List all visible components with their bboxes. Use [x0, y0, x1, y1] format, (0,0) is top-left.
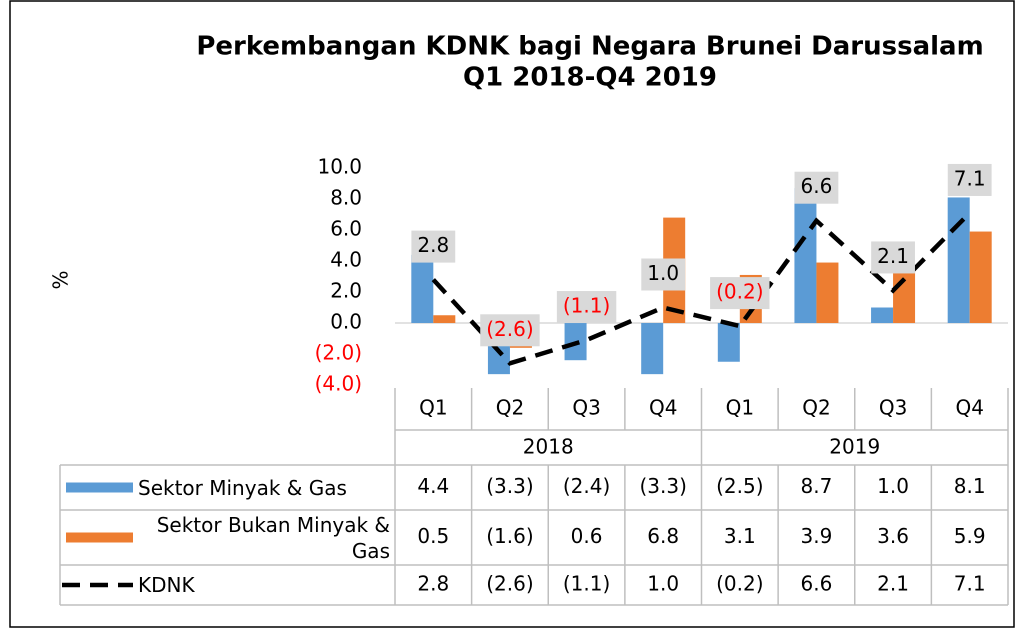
data-label-box [871, 241, 915, 274]
data-label-box [411, 230, 456, 263]
y-tick-label: 10.0 [317, 155, 362, 179]
line [431, 211, 972, 366]
legend-key [66, 482, 133, 493]
table-value: (3.3) [639, 474, 686, 498]
table-value: 7.1 [954, 572, 986, 596]
bar [893, 267, 916, 323]
data-label: 1.0 [647, 261, 679, 285]
table-value: 1.0 [877, 474, 909, 498]
table-value: 4.4 [417, 474, 449, 498]
legend-label-box: Sektor Minyak & Gas [138, 475, 347, 500]
bar [411, 254, 434, 323]
bar [947, 197, 970, 323]
chart-border [9, 0, 1015, 628]
data-label: 2.8 [417, 233, 449, 257]
bar [433, 315, 456, 323]
x-tick-label: Q1 [419, 396, 447, 420]
legend-label: Sektor Minyak & Gas [138, 475, 347, 500]
y-tick-label: 6.0 [330, 217, 362, 241]
y-tick-label: (2.0) [315, 341, 362, 365]
bar [717, 323, 740, 362]
table-value: (2.4) [563, 474, 610, 498]
x-tick-label: Q2 [802, 396, 830, 420]
table-value: 3.1 [724, 524, 756, 548]
chart-title: Perkembangan KDNK bagi Negara Brunei Dar… [196, 32, 983, 62]
table-value: 2.1 [877, 572, 909, 596]
data-label-box [641, 258, 686, 291]
y-tick-label: 0.0 [330, 310, 362, 334]
table-value: 6.6 [801, 572, 833, 596]
data-label-box [556, 291, 617, 324]
table-value: (0.2) [716, 572, 763, 596]
year-label: 2018 [523, 435, 574, 459]
data-label: 6.6 [801, 174, 833, 198]
bar [969, 231, 992, 323]
table-value: 8.1 [954, 474, 986, 498]
bar [794, 188, 817, 323]
y-axis-label: % [49, 270, 73, 289]
data-label: (2.6) [486, 317, 533, 341]
bar [816, 262, 839, 323]
legend-label-box: Sektor Bukan Minyak & Gas [156, 512, 390, 563]
table-value: (1.6) [486, 524, 533, 548]
x-tick-label: Q1 [726, 396, 754, 420]
table-value: 6.8 [647, 524, 679, 548]
legend-label: KDNK [138, 573, 195, 597]
year-label: 2019 [829, 435, 880, 459]
bar [641, 323, 664, 375]
data-label: 7.1 [954, 166, 986, 190]
chart-subtitle: Q1 2018-Q4 2019 [463, 63, 717, 93]
table-value: (2.6) [486, 572, 533, 596]
legend-label-box: KDNK [138, 573, 195, 597]
y-tick-label: 8.0 [330, 186, 362, 210]
table-value: 1.0 [647, 572, 679, 596]
y-tick-label: 2.0 [330, 279, 362, 303]
table-value: 0.6 [571, 524, 603, 548]
legend-key [66, 532, 133, 543]
table-value: (1.1) [563, 572, 610, 596]
x-tick-label: Q3 [572, 396, 600, 420]
x-tick-label: Q2 [496, 396, 524, 420]
table-value: 5.9 [954, 524, 986, 548]
x-tick-label: Q3 [879, 396, 907, 420]
data-label: 2.1 [877, 244, 909, 268]
table-value: 3.9 [801, 524, 833, 548]
bar [871, 307, 894, 323]
data-label-box [480, 314, 540, 347]
data-label-box [794, 171, 839, 204]
table-value: 8.7 [801, 474, 833, 498]
table-value: 3.6 [877, 524, 909, 548]
legend-label: Sektor Bukan Minyak & Gas [156, 512, 390, 563]
x-tick-label: Q4 [649, 396, 677, 420]
data-label-box [947, 163, 992, 196]
y-tick-label: (4.0) [315, 372, 362, 396]
y-tick-label: 4.0 [330, 248, 362, 272]
data-label: (1.1) [563, 294, 610, 318]
table-value: 0.5 [417, 524, 449, 548]
data-label: (0.2) [716, 280, 763, 304]
x-tick-label: Q4 [955, 396, 983, 420]
table-value: 2.8 [417, 572, 449, 596]
table-value: (2.5) [716, 474, 763, 498]
data-label-box [710, 277, 770, 310]
table-value: (3.3) [486, 474, 533, 498]
